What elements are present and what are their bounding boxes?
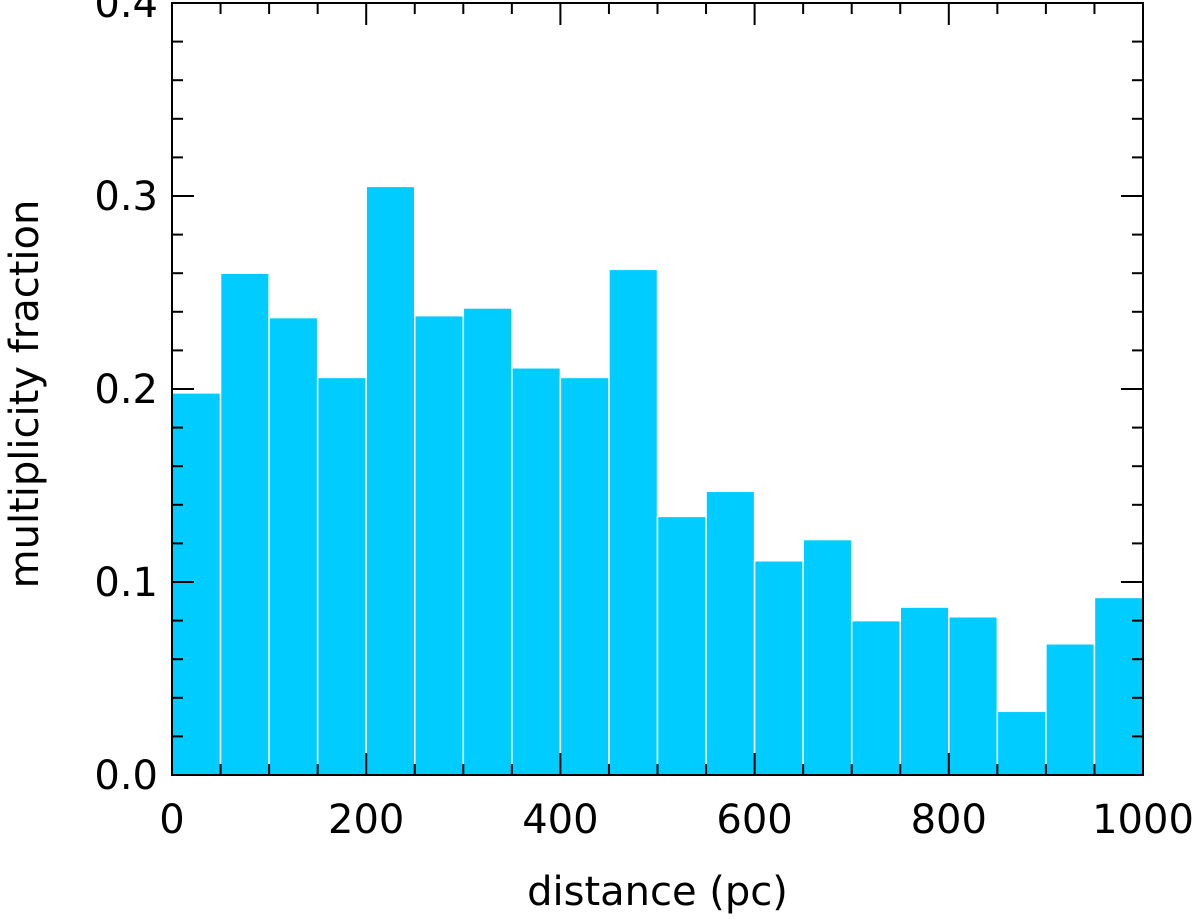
y-tick-label: 0.4 bbox=[94, 0, 158, 27]
histogram-bar bbox=[656, 515, 707, 776]
x-tick-labels: 0 200 400 600 800 1000 bbox=[159, 797, 1194, 843]
y-tick-label: 0.3 bbox=[94, 174, 158, 220]
histogram-bar bbox=[414, 314, 465, 776]
histogram-bar bbox=[996, 710, 1047, 776]
bars-group bbox=[171, 185, 1144, 776]
histogram-bar bbox=[705, 490, 756, 776]
histogram-bar bbox=[559, 376, 610, 776]
histogram-bar bbox=[365, 185, 416, 776]
y-tick-labels: 0.0 0.1 0.2 0.3 0.4 bbox=[94, 0, 158, 799]
histogram-bar bbox=[219, 272, 270, 776]
y-tick-label: 0.2 bbox=[94, 367, 158, 413]
histogram-bar bbox=[511, 367, 562, 776]
histogram-bar bbox=[899, 606, 950, 776]
histogram-bar bbox=[171, 392, 222, 776]
x-tick-label: 400 bbox=[522, 797, 598, 843]
y-tick-label: 0.0 bbox=[94, 753, 158, 799]
histogram-bar bbox=[802, 538, 853, 776]
x-tick-label: 800 bbox=[911, 797, 987, 843]
histogram-bar bbox=[850, 619, 902, 776]
y-axis-title: multiplicity fraction bbox=[2, 200, 48, 589]
histogram-bar bbox=[948, 615, 999, 776]
histogram-bar bbox=[753, 560, 804, 776]
x-tick-label: 200 bbox=[328, 797, 404, 843]
histogram-bar bbox=[1045, 643, 1096, 776]
x-tick-label: 1000 bbox=[1092, 797, 1194, 843]
x-axis-title: distance (pc) bbox=[527, 869, 788, 915]
histogram-bar bbox=[1093, 596, 1144, 776]
ticks-group bbox=[171, 2, 1144, 776]
histogram-bar bbox=[268, 316, 319, 776]
histogram-bar bbox=[462, 307, 513, 776]
x-tick-label: 600 bbox=[716, 797, 792, 843]
y-tick-label: 0.1 bbox=[94, 560, 158, 606]
histogram-bar bbox=[608, 268, 659, 776]
histogram-bar bbox=[316, 376, 367, 776]
x-tick-label: 0 bbox=[159, 797, 184, 843]
